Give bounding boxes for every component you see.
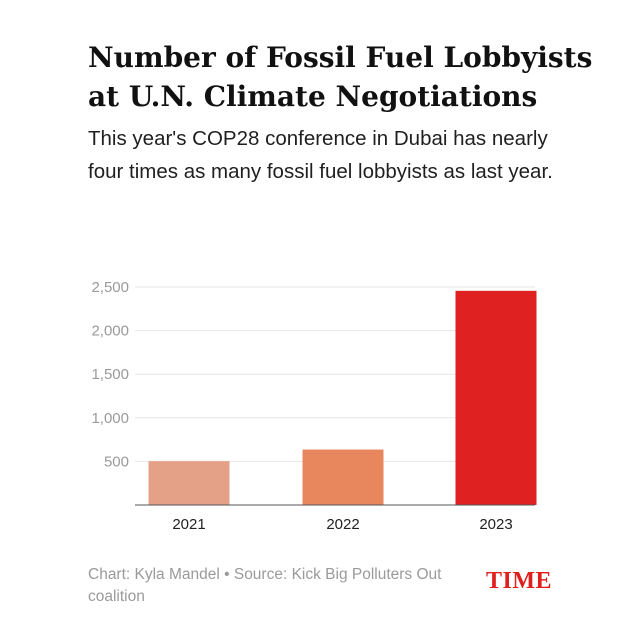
bar-2022	[302, 449, 384, 505]
time-logo: TIME	[486, 568, 553, 594]
y-tick-label: 2,000	[91, 323, 129, 340]
y-tick-label: 1,000	[91, 410, 129, 427]
chart-title: Number of Fossil Fuel Lobbyists at U.N. …	[88, 41, 593, 113]
x-tick-label: 2023	[479, 516, 512, 533]
bar-2023	[455, 290, 537, 505]
bars	[148, 290, 537, 505]
bar-2021	[148, 461, 230, 505]
y-axis-ticks: 500 1,000 1,500 2,000 2,500	[91, 279, 129, 470]
x-axis-ticks: 2021 2022 2023	[172, 516, 512, 533]
chart-subtitle: This year's COP28 conference in Dubai ha…	[88, 127, 553, 183]
y-tick-label: 1,500	[91, 366, 129, 383]
y-tick-label: 500	[104, 453, 129, 470]
chart-credit: Chart: Kyla Mandel • Source: Kick Big Po…	[88, 566, 442, 605]
x-tick-label: 2022	[326, 516, 359, 533]
y-tick-label: 2,500	[91, 279, 129, 296]
x-tick-label: 2021	[172, 516, 205, 533]
